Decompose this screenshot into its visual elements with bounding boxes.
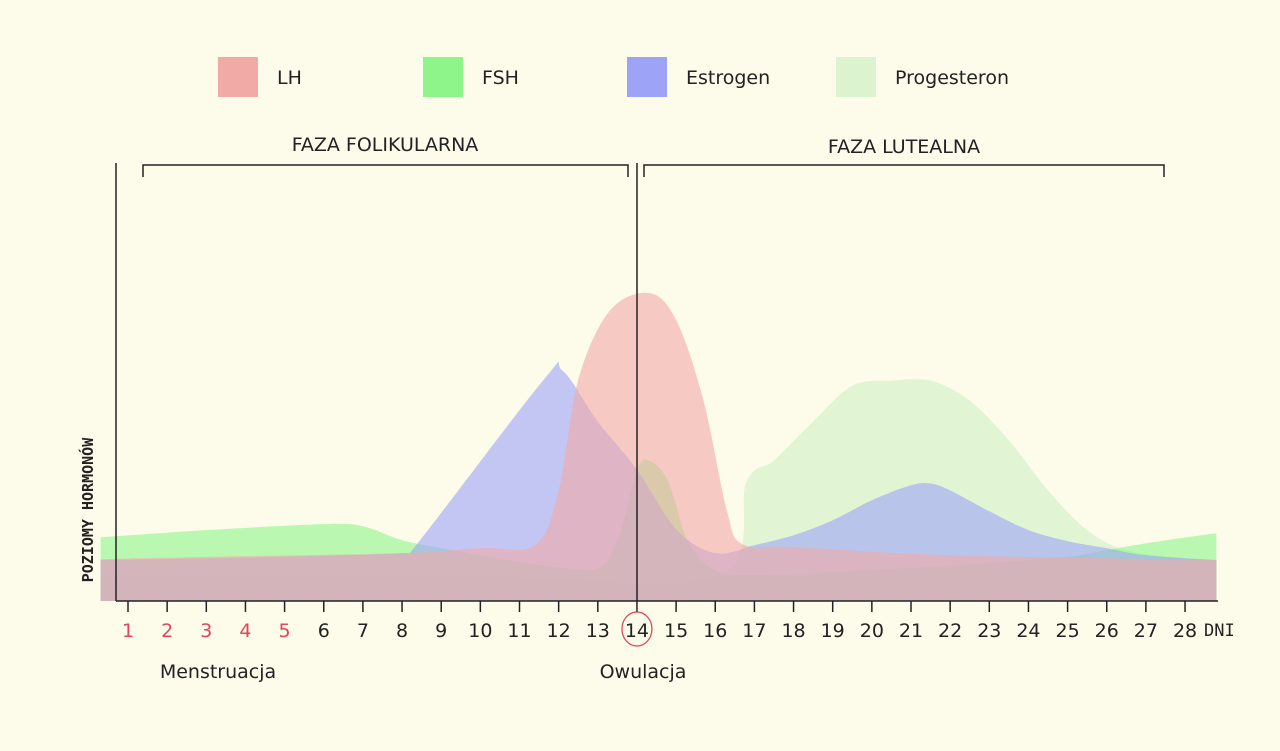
x-tick-label: 22	[938, 620, 962, 642]
x-tick-label: 15	[664, 620, 688, 642]
menstruation-label: Menstruacja	[160, 661, 276, 683]
follicular-bracket	[142, 164, 629, 177]
y-axis-label: POZIOMY HORMONÓW	[78, 437, 97, 582]
x-tick-label: 3	[200, 620, 212, 642]
x-tick-label: 19	[821, 620, 845, 642]
x-tick-label: 26	[1095, 620, 1119, 642]
x-tick-label: 23	[977, 620, 1001, 642]
x-tick-label: 17	[742, 620, 766, 642]
ovulation-day-circle	[621, 611, 653, 647]
area-estrogen	[100, 362, 1217, 601]
series-areas	[100, 292, 1217, 601]
x-tick-label: 20	[860, 620, 884, 642]
luteal-bracket	[643, 164, 1165, 177]
ovulation-label: Owulacja	[600, 661, 687, 683]
x-axis-label: DNI	[1204, 621, 1235, 641]
x-tick-label: 21	[899, 620, 923, 642]
x-tick-label: 13	[586, 620, 610, 642]
phase-follicular-label: FAZA FOLIKULARNA	[292, 134, 479, 156]
legend-swatch-estrogen	[627, 57, 667, 97]
legend-label-lh: LH	[277, 67, 302, 89]
legend-label-progesteron: Progesteron	[895, 67, 1009, 89]
x-tick-label: 4	[239, 620, 251, 642]
phase-brackets: FAZA FOLIKULARNA FAZA LUTEALNA	[142, 134, 1165, 177]
x-tick-label: 24	[1016, 620, 1040, 642]
x-tick-label: 16	[703, 620, 727, 642]
x-tick-label: 18	[781, 620, 805, 642]
x-tick-label: 9	[435, 620, 447, 642]
legend-swatch-progesteron	[836, 57, 876, 97]
x-tick-label: 28	[1173, 620, 1197, 642]
x-tick-label: 1	[122, 620, 134, 642]
x-ticks: 1 2 3 4 5 6 7 8 9 10 11 12 13 14 15 16 17 18 19 20 21 22 23 24 2…	[122, 601, 1197, 647]
legend-swatch-lh	[218, 57, 258, 97]
x-tick-label: 5	[279, 620, 291, 642]
legend: LH FSH Estrogen Progesteron	[218, 57, 1009, 97]
x-tick-label: 25	[1056, 620, 1080, 642]
x-tick-label: 6	[318, 620, 330, 642]
legend-label-estrogen: Estrogen	[686, 67, 770, 89]
x-tick-label: 27	[1134, 620, 1158, 642]
phase-luteal-label: FAZA LUTEALNA	[828, 136, 980, 158]
legend-label-fsh: FSH	[482, 67, 519, 89]
area-lh	[100, 292, 1217, 601]
legend-swatch-fsh	[423, 57, 463, 97]
x-tick-label: 10	[468, 620, 492, 642]
x-tick-label: 14	[625, 620, 649, 642]
x-tick-label: 11	[507, 620, 531, 642]
x-tick-label: 12	[547, 620, 571, 642]
x-tick-label: 7	[357, 620, 369, 642]
x-tick-label: 2	[161, 620, 173, 642]
x-tick-label: 8	[396, 620, 408, 642]
